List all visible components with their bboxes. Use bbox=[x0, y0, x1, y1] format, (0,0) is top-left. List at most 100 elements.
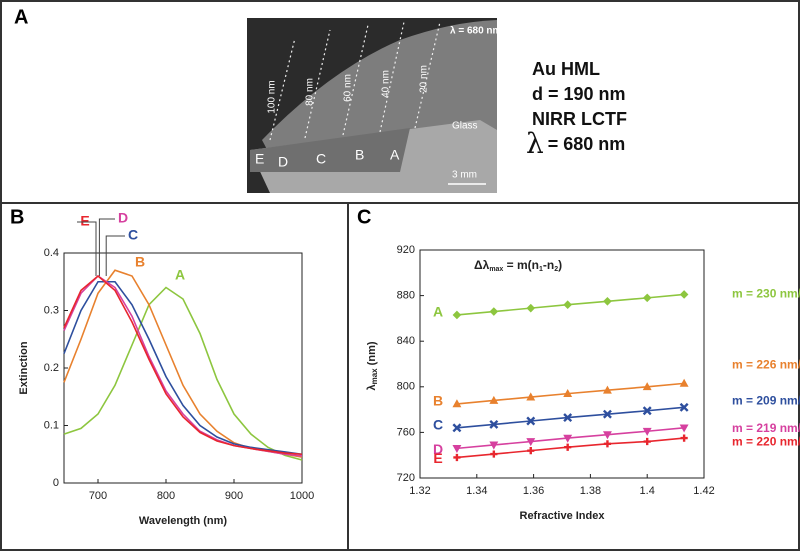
marker bbox=[527, 447, 535, 455]
series-line bbox=[63, 274, 303, 456]
x-tick-label: 800 bbox=[157, 490, 175, 502]
series-name: A bbox=[175, 267, 185, 283]
slope-label: m = 220 nm/RIU bbox=[732, 434, 800, 448]
marker bbox=[526, 416, 536, 426]
x-tick-label: 700 bbox=[89, 490, 107, 502]
image-label: C bbox=[316, 151, 326, 167]
marker bbox=[642, 427, 652, 436]
y-tick-label: 760 bbox=[397, 426, 415, 438]
marker bbox=[564, 443, 572, 451]
series-line bbox=[456, 406, 685, 429]
slope-label: m = 230 nm/RIU bbox=[732, 287, 800, 301]
slope-label: m = 209 nm/RIU bbox=[732, 393, 800, 407]
image-label: 100 nm bbox=[267, 80, 278, 113]
series: B bbox=[63, 254, 303, 458]
series-line bbox=[456, 382, 685, 405]
x-tick-label: 1.4 bbox=[640, 485, 655, 497]
panel-label: C bbox=[357, 206, 371, 228]
y-tick-label: 0.1 bbox=[44, 419, 59, 431]
x-tick-label: 900 bbox=[225, 490, 243, 502]
series: E bbox=[63, 213, 303, 456]
y-label-sub: max bbox=[370, 368, 379, 385]
series-name: E bbox=[80, 213, 89, 229]
marker bbox=[602, 385, 612, 394]
image-label: 40 nm bbox=[381, 70, 392, 98]
marker bbox=[563, 413, 573, 423]
y-tick-label: 840 bbox=[397, 335, 415, 347]
eq-part: 1 bbox=[539, 266, 543, 273]
info-line: NIRR LCTF bbox=[532, 109, 627, 129]
marker bbox=[563, 434, 573, 443]
marker bbox=[679, 378, 689, 387]
image-label: 20 nm bbox=[419, 65, 430, 93]
y-tick-label: 880 bbox=[397, 290, 415, 302]
series: Bm = 226 nm/RIU bbox=[433, 358, 800, 409]
y-tick-label: 0.3 bbox=[44, 304, 59, 316]
marker bbox=[489, 419, 499, 429]
marker bbox=[602, 431, 612, 440]
marker bbox=[490, 450, 498, 458]
leader bbox=[105, 235, 125, 276]
marker bbox=[679, 402, 689, 412]
series: Cm = 209 nm/RIU bbox=[433, 393, 800, 432]
y-axis-label: λmax (nm) bbox=[366, 341, 379, 390]
plot-area bbox=[63, 252, 303, 484]
eq-part: ) bbox=[558, 258, 562, 272]
series-name: E bbox=[433, 450, 442, 466]
x-tick-label: 1.32 bbox=[409, 485, 430, 497]
y-tick-label: 720 bbox=[397, 472, 415, 484]
marker bbox=[526, 392, 536, 401]
y-tick-label: 920 bbox=[397, 244, 415, 256]
eq-part: 2 bbox=[554, 266, 558, 273]
x-tick-label: 1.42 bbox=[693, 485, 714, 497]
marker bbox=[489, 441, 499, 450]
x-axis-label: Refractive Index bbox=[520, 510, 606, 522]
series-name: D bbox=[118, 210, 128, 226]
series-name: D bbox=[433, 441, 443, 457]
equation: Δλmax = m(n1-n2) bbox=[474, 258, 562, 273]
info-line: d = 190 nm bbox=[532, 84, 626, 104]
leader bbox=[98, 218, 115, 276]
marker bbox=[642, 406, 652, 416]
image-label: 80 nm bbox=[305, 78, 316, 106]
series: Em = 220 nm/RIU bbox=[433, 434, 800, 466]
image-label: D bbox=[278, 154, 288, 170]
image-label: λ = 680 nm bbox=[450, 26, 502, 37]
series-line bbox=[456, 427, 685, 450]
info-line: Au HML bbox=[532, 59, 600, 79]
image-label: E bbox=[255, 151, 264, 167]
eq-part: = m(n bbox=[503, 258, 539, 272]
y-axis-label: Extinction bbox=[18, 341, 30, 394]
micrograph-labels: λ = 680 nm 100 nm 80 nm 60 nm 40 nm 20 n… bbox=[255, 26, 502, 181]
x-axis-label: Wavelength (nm) bbox=[139, 515, 228, 527]
image-label: Glass bbox=[452, 121, 478, 132]
marker bbox=[602, 409, 612, 419]
marker bbox=[452, 444, 462, 453]
marker bbox=[642, 293, 652, 303]
slope-label: m = 226 nm/RIU bbox=[732, 358, 800, 372]
marker bbox=[680, 434, 688, 442]
series-name: B bbox=[135, 254, 145, 270]
marker bbox=[452, 310, 462, 320]
marker bbox=[526, 438, 536, 447]
marker bbox=[642, 382, 652, 391]
eq-part: max bbox=[489, 266, 503, 273]
y-label-symbol: λ bbox=[366, 384, 378, 390]
series-name: C bbox=[433, 417, 443, 433]
micrograph bbox=[247, 18, 497, 193]
series: D bbox=[63, 210, 303, 457]
marker bbox=[643, 437, 651, 446]
info-text: = 680 nm bbox=[548, 134, 626, 154]
series: A bbox=[63, 267, 303, 461]
image-label: A bbox=[390, 147, 400, 163]
marker bbox=[603, 296, 612, 306]
series: Am = 230 nm/RIU bbox=[433, 287, 800, 320]
marker bbox=[489, 307, 499, 316]
image-label: 3 mm bbox=[452, 170, 477, 181]
x-tick-label: 1.36 bbox=[523, 485, 544, 497]
series-line bbox=[63, 286, 303, 461]
y-tick-label: 0.2 bbox=[44, 362, 59, 374]
x-tick-label: 1.34 bbox=[466, 485, 487, 497]
marker bbox=[679, 290, 689, 299]
